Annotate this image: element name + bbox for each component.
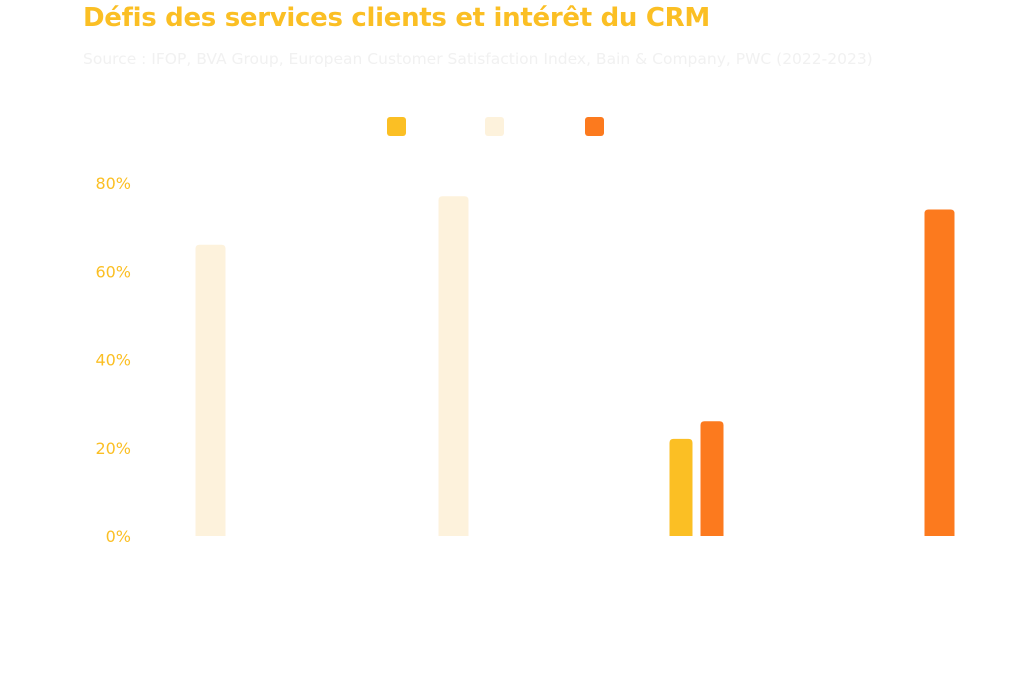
bar-series3-category4[interactable] [924,209,955,536]
y-tick-label: 0% [106,527,131,546]
legend [387,117,604,136]
y-tick-label: 40% [95,351,131,370]
chart-title: Défis des services clients et intérêt du… [83,3,710,33]
legend-swatch-3[interactable] [585,117,604,136]
bar-series2-category1[interactable] [195,244,226,536]
legend-swatch-1[interactable] [387,117,406,136]
y-axis: 0% 20% 40% 60% 80% [95,174,131,546]
y-tick-label: 60% [95,262,131,281]
bar-series3-category3[interactable] [700,421,724,536]
bar-series1-category3[interactable] [669,438,693,536]
bar-series2-category2[interactable] [438,196,469,537]
y-tick-label: 20% [95,439,131,458]
legend-swatch-2[interactable] [485,117,504,136]
chart-subtitle: Source : IFOP, BVA Group, European Custo… [83,50,873,68]
bars [195,196,955,537]
y-tick-label: 80% [95,174,131,193]
